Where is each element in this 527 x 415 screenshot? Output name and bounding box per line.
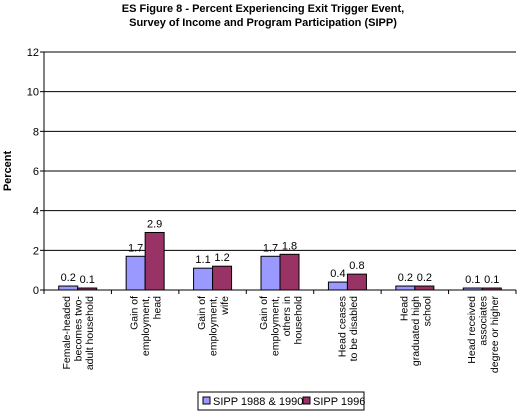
category-label: wife	[219, 296, 231, 316]
data-label: 0.2	[417, 272, 432, 284]
category-label: graduated high	[410, 296, 422, 366]
category-label: Gain of	[129, 296, 141, 330]
data-label: 0.1	[80, 274, 95, 286]
data-label: 2.9	[147, 218, 162, 230]
data-label: 0.4	[330, 268, 345, 280]
y-axis-label: Percent	[2, 150, 14, 191]
category-label: Head ceases	[337, 296, 349, 357]
legend-box	[197, 391, 365, 411]
axes	[43, 52, 517, 294]
chart-title-line: ES Figure 8 - Percent Experiencing Exit …	[122, 3, 404, 15]
bar	[125, 255, 146, 291]
legend-entry: SIPP 1996	[313, 396, 365, 408]
category-label: Female-headed	[61, 296, 73, 370]
category-label: becomes two-	[73, 295, 85, 361]
bar	[260, 255, 281, 291]
category-label: Gain of	[258, 296, 270, 330]
data-labels: 0.2 0.1 1.7 2.9 1.1 1.2 1.7 1.8 0.4 0.8 0.2 0.2 0.1 0…	[61, 218, 500, 286]
category-label: associates	[477, 296, 489, 346]
data-label: 0.2	[398, 272, 413, 284]
data-label: 1.7	[263, 242, 278, 254]
category-label: Head received	[466, 296, 478, 364]
data-label: 1.1	[195, 254, 210, 266]
legend-swatch	[302, 396, 311, 405]
bar	[58, 285, 79, 291]
category-labels: Female-headed becomes two-adult household…	[61, 295, 501, 373]
y-tick-label: 12	[27, 47, 39, 59]
bar	[212, 265, 233, 291]
y-tick-label: 4	[33, 206, 39, 218]
data-label: 0.1	[484, 274, 499, 286]
data-label: 1.7	[128, 242, 143, 254]
gridlines	[40, 51, 516, 291]
y-tick-label: 10	[27, 87, 39, 99]
bar	[279, 253, 300, 291]
data-label: 0.2	[61, 272, 76, 284]
data-label: 0.8	[349, 260, 364, 272]
category-label: Gain of	[196, 296, 208, 330]
category-label: adult household	[84, 296, 96, 370]
y-tick-label: 6	[33, 166, 39, 178]
y-tick-label: 0	[33, 285, 39, 297]
category-label: others in	[281, 296, 293, 336]
y-tick-label: 8	[33, 126, 39, 138]
chart-title: ES Figure 8 - Percent Experiencing Exit …	[122, 3, 404, 29]
category-label: school	[421, 296, 433, 326]
bar	[327, 281, 348, 291]
bar	[193, 267, 214, 291]
bar	[395, 285, 416, 291]
bars	[58, 231, 502, 291]
legend-entry: SIPP 1988 & 1990	[213, 396, 303, 408]
category-label: Head	[398, 296, 410, 321]
bar	[414, 285, 435, 291]
y-tick-labels: 0 2 4 6 8 10 12	[27, 47, 39, 297]
data-label: 1.8	[282, 240, 297, 252]
category-label: degree or higher	[489, 296, 501, 374]
chart-title-line: Survey of Income and Program Participati…	[129, 17, 397, 29]
category-label: employment,	[140, 296, 152, 356]
category-label: employment,	[269, 296, 281, 356]
data-label: 1.2	[214, 252, 229, 264]
bar	[144, 231, 165, 291]
category-label: head	[152, 296, 164, 320]
y-axis-label-group: Percent	[2, 150, 14, 191]
category-label: household	[292, 296, 304, 345]
legend: SIPP 1988 & 1990 SIPP 1996	[197, 391, 365, 411]
data-label: 0.1	[465, 274, 480, 286]
y-tick-label: 2	[33, 245, 39, 257]
category-label: employment,	[208, 296, 220, 356]
category-label: to be disabled	[348, 296, 360, 362]
bar	[346, 273, 367, 291]
legend-swatch	[202, 396, 211, 405]
